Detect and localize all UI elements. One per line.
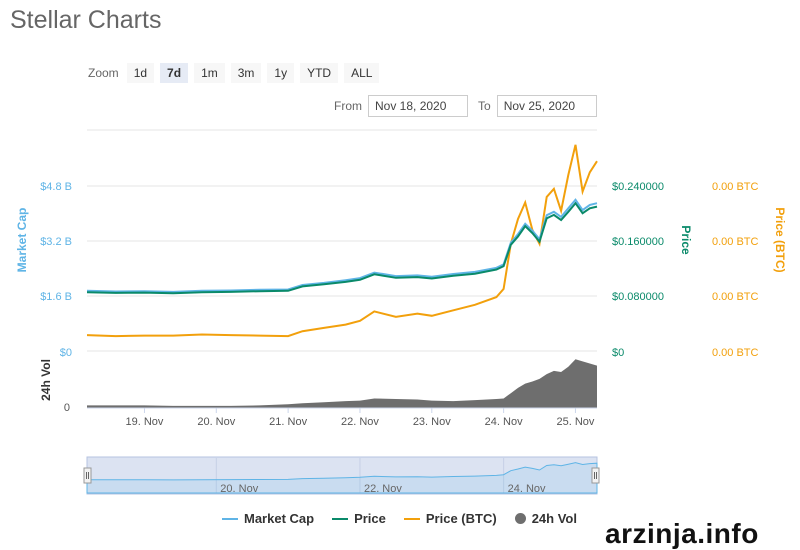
grid-lines [87,129,597,352]
zoom-all-button[interactable]: ALL [344,63,380,83]
navigator-left-handle[interactable] [83,467,92,484]
legend-label-volume: 24h Vol [531,511,577,526]
zoom-1d-button[interactable]: 1d [126,63,155,83]
navigator-tick-label-0: 20. Nov [220,483,258,495]
volume-area [87,359,597,408]
x-tick-label-2: 21. Nov [269,416,307,428]
zoom-1m-button[interactable]: 1m [194,63,225,83]
market-cap-tick-3-2: $3.2 B [40,236,72,248]
x-tick-label-4: 23. Nov [413,416,451,428]
zoom-label: Zoom [88,66,119,80]
btc-axis-label: Price (BTC) [773,207,787,272]
watermark-text: arzinja.info [605,518,759,549]
market-cap-line [86,198,598,293]
market-cap-tick-0: $0 [60,347,72,359]
x-tick-label-6: 25. Nov [556,416,594,428]
legend-item-volume[interactable]: 24h Vol [514,511,577,526]
navigator-series-line [86,462,598,494]
market-cap-tick-1-6: $1.6 B [40,291,72,303]
from-date-input[interactable]: Nov 18, 2020 [368,95,468,117]
navigator-grid [215,458,505,493]
price-tick-0-16: $0.160000 [612,236,664,248]
price-line [86,201,598,295]
page-title: Stellar Charts [10,6,162,34]
from-label: From [334,99,362,113]
btc-tick-0: 0.00 BTC [712,347,759,359]
market-cap-swatch-icon [222,517,238,520]
volume-series [87,359,597,408]
price-swatch-icon [332,517,349,520]
navigator-tick-label-1: 22. Nov [364,483,402,495]
volume-swatch-icon [514,513,526,524]
price-tick-0-24: $0.240000 [612,181,664,193]
price-btc-swatch-icon [403,517,420,520]
volume-axis-label: 24h Vol [39,359,53,401]
price-axis-label: Price [679,225,693,255]
market-cap-tick-4-8: $4.8 B [40,181,72,193]
navigator-right-handle[interactable] [591,467,600,484]
zoom-bar: Zoom 1d 7d 1m 3m 1y YTD ALL [88,62,380,84]
chart-legend: Market Cap Price Price (BTC) 24h Vol [222,511,577,526]
btc-tick-1: 0.00 BTC [712,291,759,303]
x-tick-label-5: 24. Nov [485,416,523,428]
to-date-input[interactable]: Nov 25, 2020 [496,95,597,117]
zoom-1y-button[interactable]: 1y [267,63,295,83]
x-axis-ticks: 19. Nov 20. Nov 21. Nov 22. Nov 23. Nov 24. N… [126,408,595,428]
price-tick-0: $0 [612,347,624,359]
x-tick-label-1: 20. Nov [197,416,235,428]
legend-item-market-cap[interactable]: Market Cap [222,511,314,526]
price-tick-0-08: $0.080000 [612,291,664,303]
price-btc-line [86,144,598,338]
navigator-tick-label-2: 24. Nov [508,483,546,495]
legend-label-market-cap: Market Cap [244,511,315,526]
date-range: From Nov 18, 2020 To Nov 25, 2020 [334,95,607,117]
market-cap-axis-label: Market Cap [15,208,29,273]
x-tick-label-0: 19. Nov [126,416,164,428]
legend-label-price: Price [354,511,386,526]
volume-tick-0: 0 [64,402,70,414]
legend-item-price-btc[interactable]: Price (BTC) [403,511,497,526]
navigator-ticks: 20. Nov 22. Nov 24. Nov [220,483,546,495]
zoom-ytd-button[interactable]: YTD [300,63,339,83]
x-tick-label-3: 22. Nov [341,416,379,428]
navigator-window[interactable] [86,456,598,495]
zoom-3m-button[interactable]: 3m [230,63,262,83]
legend-label-price-btc: Price (BTC) [425,511,497,526]
zoom-7d-button[interactable]: 7d [160,63,189,83]
to-label: To [478,99,491,113]
btc-tick-2: 0.00 BTC [712,236,759,248]
legend-item-price[interactable]: Price [332,511,386,526]
line-series [86,144,598,338]
btc-tick-3: 0.00 BTC [712,181,759,193]
